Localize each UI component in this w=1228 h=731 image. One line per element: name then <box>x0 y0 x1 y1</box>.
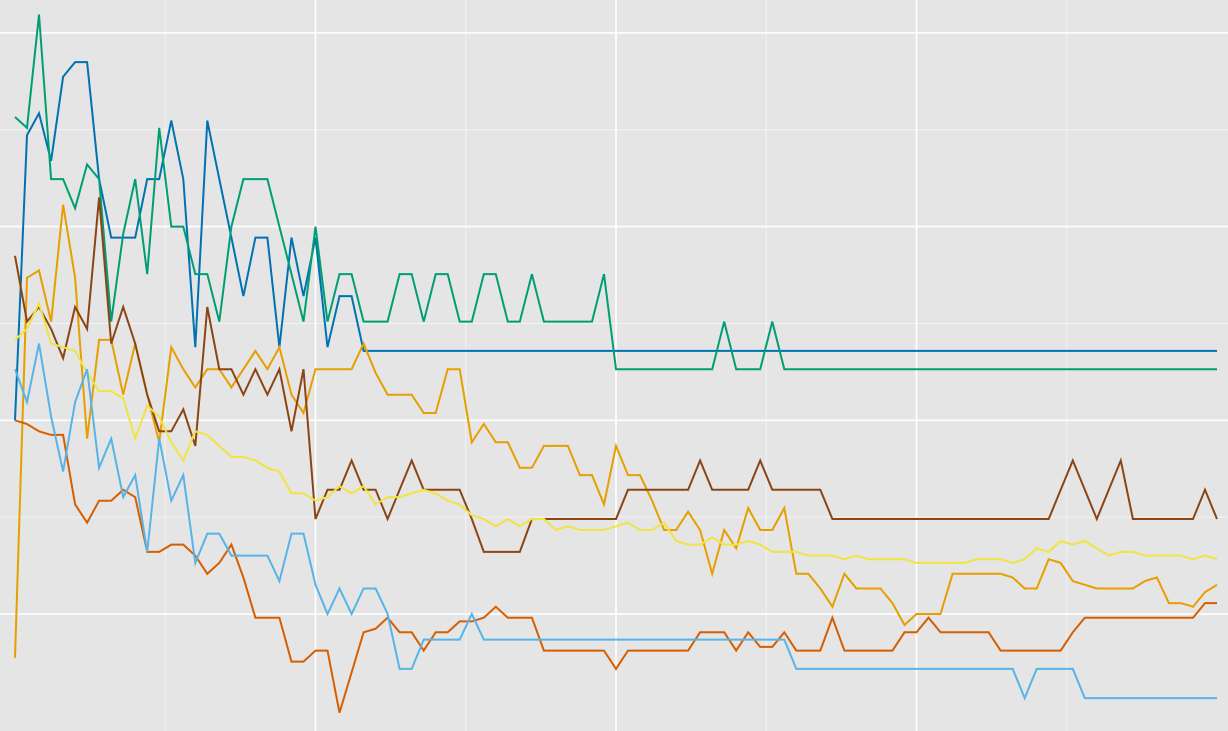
series-line-3 <box>14 204 1218 658</box>
series-line-5 <box>14 300 1218 564</box>
series-line-7 <box>14 343 1217 701</box>
series-line-4 <box>14 197 1218 553</box>
series-line-1 <box>14 61 1217 421</box>
series-line-6 <box>14 419 1217 713</box>
series-line-2 <box>14 14 1217 371</box>
series-lines <box>14 14 1218 713</box>
